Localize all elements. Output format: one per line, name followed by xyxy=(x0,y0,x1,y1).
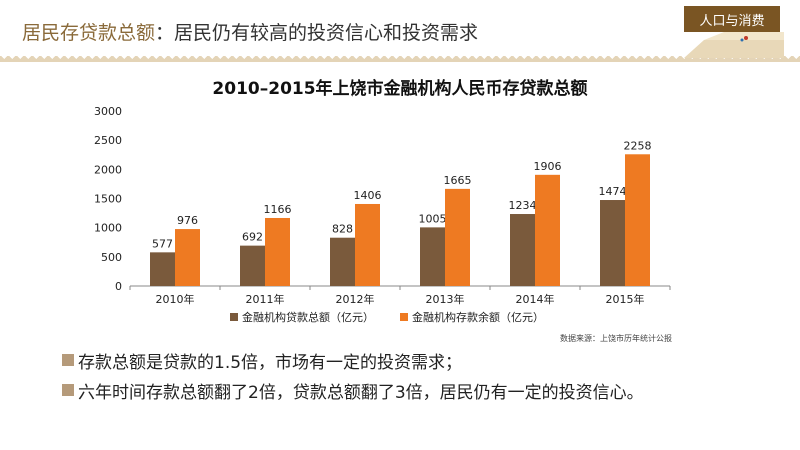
bar-deposit xyxy=(535,174,560,286)
bullet-square-icon xyxy=(62,384,74,396)
x-tick-label: 2011年 xyxy=(246,292,285,306)
x-tick-label: 2012年 xyxy=(336,292,375,306)
x-tick-label: 2010年 xyxy=(156,292,195,306)
bar-deposit xyxy=(265,217,290,286)
decorative-pattern-icon xyxy=(684,32,784,58)
chart-title: 2010–2015年上饶市金融机构人民币存贷款总额 xyxy=(212,78,587,99)
legend-swatch xyxy=(400,313,408,321)
data-label: 1665 xyxy=(444,174,472,187)
y-tick-label: 2000 xyxy=(94,163,122,176)
data-label: 828 xyxy=(332,223,353,236)
bar-deposit xyxy=(175,229,200,286)
x-tick-label: 2014年 xyxy=(516,292,555,306)
header-divider xyxy=(0,56,800,62)
y-tick-label: 2500 xyxy=(94,134,122,147)
bullet-item: 六年时间存款总额翻了2倍，贷款总额翻了3倍，居民仍有一定的投资信心。 xyxy=(62,375,782,405)
data-label: 1005 xyxy=(419,212,447,225)
data-label: 1234 xyxy=(509,199,537,212)
legend-label: 金融机构存款余额（亿元） xyxy=(412,310,544,324)
bar-loan xyxy=(240,245,265,286)
legend-label: 金融机构贷款总额（亿元） xyxy=(242,310,374,324)
bar-deposit xyxy=(355,203,380,286)
bullet-text: 六年时间存款总额翻了2倍，贷款总额翻了3倍，居民仍有一定的投资信心。 xyxy=(78,382,644,403)
data-label: 577 xyxy=(152,237,173,250)
bar-loan xyxy=(600,200,625,286)
page-title-rest: ：居民仍有较高的投资信心和投资需求 xyxy=(155,22,479,44)
y-tick-label: 1000 xyxy=(94,222,122,235)
data-label: 1474 xyxy=(599,185,627,198)
y-tick-label: 1500 xyxy=(94,193,122,206)
bullet-text: 存款总额是贷款的1.5倍，市场有一定的投资需求； xyxy=(78,352,463,373)
data-label: 692 xyxy=(242,231,263,244)
chart-container: 2010–2015年上饶市金融机构人民币存贷款总额 0 500 1000 1500 20… xyxy=(90,64,690,354)
page-title: 居民存贷款总额：居民仍有较高的投资信心和投资需求 xyxy=(22,18,478,45)
bullet-square-icon xyxy=(62,354,74,366)
data-label: 1166 xyxy=(264,203,292,216)
data-source: 数据来源：上饶市历年统计公报 xyxy=(560,334,672,343)
data-label: 1906 xyxy=(534,160,562,173)
y-tick-label: 3000 xyxy=(94,105,122,118)
x-tick-label: 2013年 xyxy=(426,292,465,306)
data-label: 976 xyxy=(177,214,198,227)
bar-loan xyxy=(330,237,355,286)
x-tick-label: 2015年 xyxy=(606,292,645,306)
y-tick-label: 500 xyxy=(101,251,122,264)
bar-deposit xyxy=(445,188,470,286)
section-badge: 人口与消费 xyxy=(684,6,780,32)
bar-chart: 2010–2015年上饶市金融机构人民币存贷款总额 0 500 1000 1500 20… xyxy=(94,78,671,324)
legend-swatch xyxy=(230,313,238,321)
bullet-item: 存款总额是贷款的1.5倍，市场有一定的投资需求； xyxy=(62,345,782,375)
bar-loan xyxy=(420,227,445,286)
bar-deposit xyxy=(625,154,650,286)
bar-loan xyxy=(510,214,535,286)
page-title-prefix: 居民存贷款总额 xyxy=(22,22,156,44)
bullet-list: 存款总额是贷款的1.5倍，市场有一定的投资需求； 六年时间存款总额翻了2倍，贷款… xyxy=(62,345,782,405)
bar-loan xyxy=(150,252,175,286)
data-label: 1406 xyxy=(354,189,382,202)
y-tick-label: 0 xyxy=(115,280,122,293)
data-label: 2258 xyxy=(624,139,652,152)
